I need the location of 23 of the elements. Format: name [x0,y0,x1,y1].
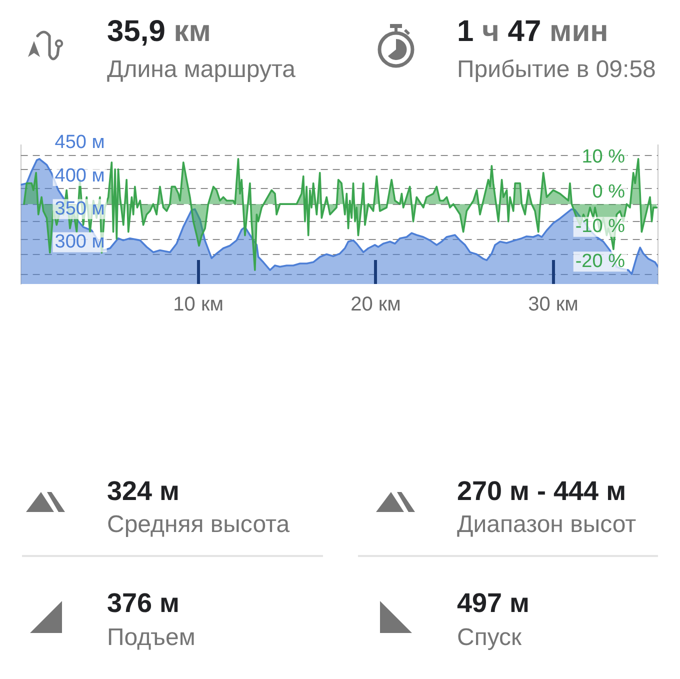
y2-tick-label: 10 % [582,146,626,168]
y-tick-label: 450 м [54,132,105,154]
text: Подъем [107,624,196,652]
text: Длина маршрута [107,56,296,84]
text: 1 ч 47 мин [457,14,608,48]
y-tick-label: 350 м [54,198,105,220]
x-tick-label: 30 км [528,294,578,316]
x-tick-label: 20 км [350,294,401,316]
text: 497 м [457,588,530,618]
text: Прибытие в 09:58 [457,56,656,84]
y2-tick-label: 0 % [592,181,626,202]
text: 35,9 км [107,14,211,48]
y-tick-label: 400 м [54,165,105,186]
y-tick-label: 300 м [54,231,105,252]
text: Спуск [457,624,522,652]
text: Средняя высота [107,511,290,539]
text: 324 м [107,476,180,506]
text: Диапазон высот [457,511,636,539]
x-tick-label: 10 км [173,294,224,316]
y2-tick-label: -20 % [575,250,626,272]
text: 270 м - 444 м [457,476,626,506]
y2-tick-label: -10 % [575,216,626,238]
text: 376 м [107,588,180,618]
